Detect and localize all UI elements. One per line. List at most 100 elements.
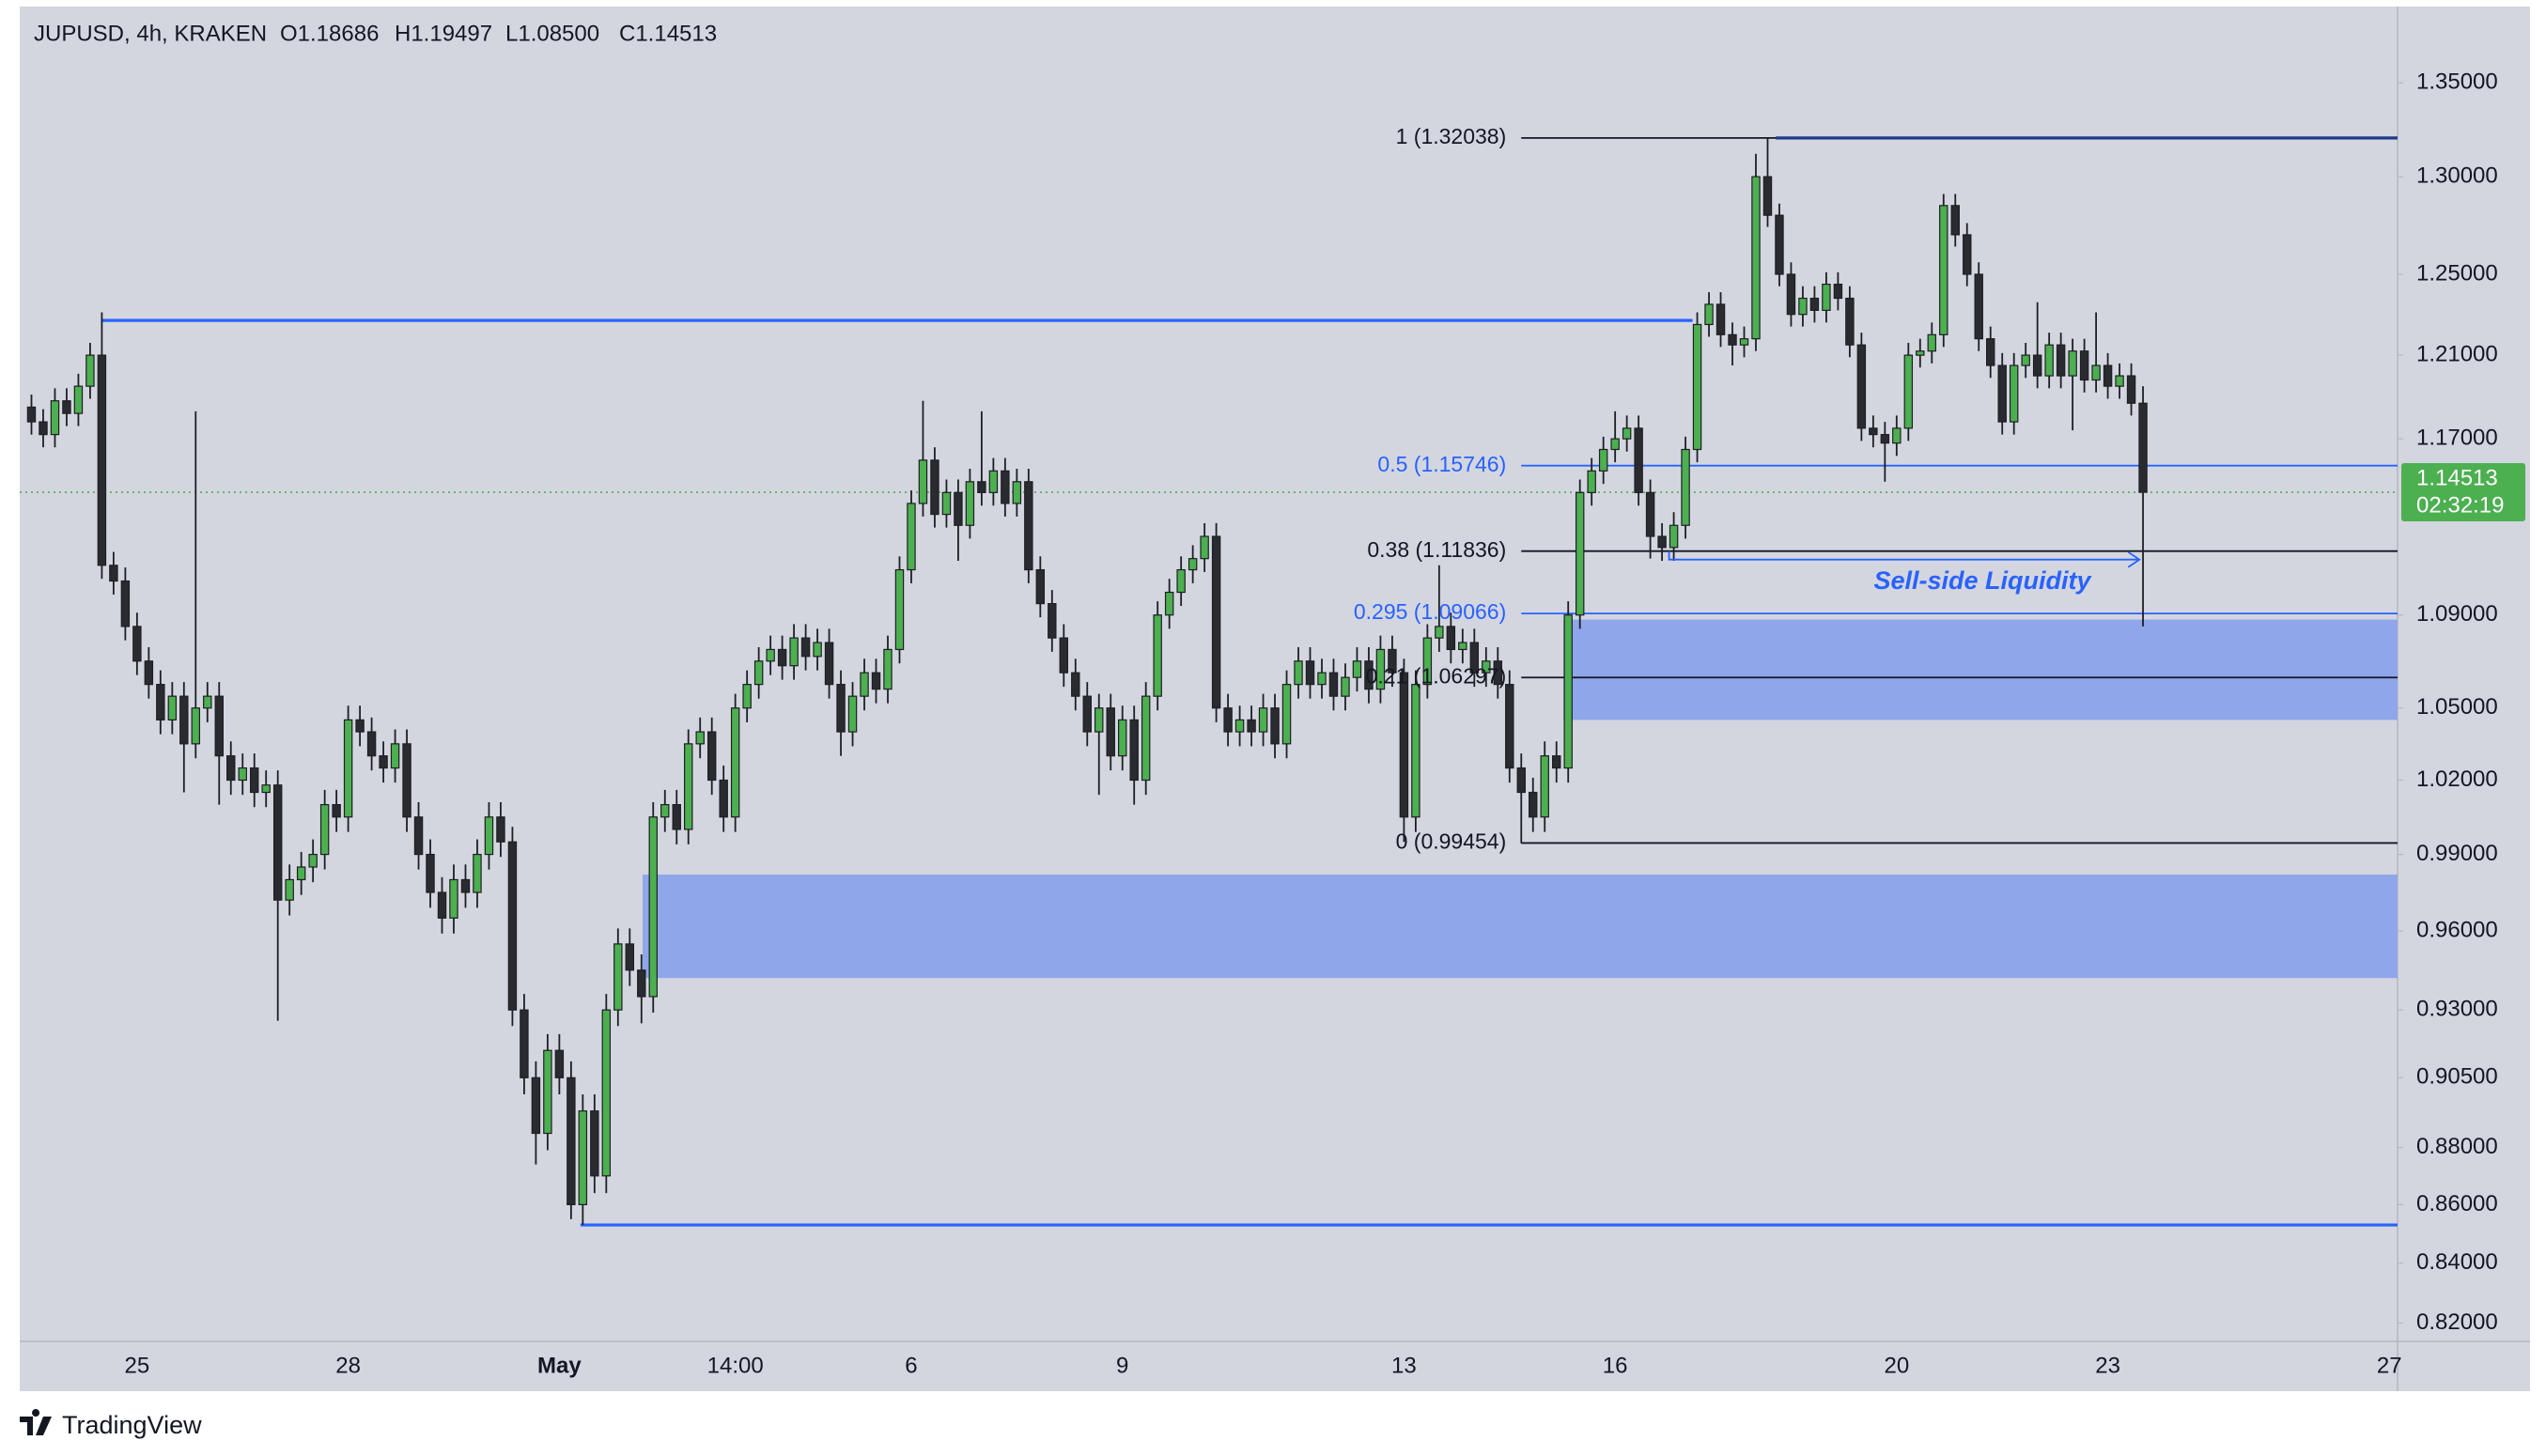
candle-body [2138, 402, 2148, 493]
candle-body [85, 354, 95, 387]
candle-body [109, 565, 118, 582]
candle-body [1071, 672, 1080, 697]
candle-body [390, 743, 400, 769]
candle-body [437, 891, 447, 919]
candle-body [379, 755, 388, 769]
candle-body [1482, 660, 1491, 674]
candle-body [1715, 303, 1726, 335]
candle-body [1950, 205, 1960, 236]
candle-body [226, 755, 236, 782]
candle-body [847, 695, 858, 733]
candle-body [977, 481, 986, 493]
candle-body [261, 784, 271, 794]
candle-body [1516, 767, 1526, 794]
candle-body [1775, 214, 1784, 275]
candle-body [1728, 333, 1737, 346]
candle-body [2068, 350, 2077, 377]
candle-body [1833, 283, 1843, 300]
ohlc-open: O1.18686 [280, 21, 379, 46]
candle-body [1328, 672, 1339, 697]
logo: TradingView [20, 1409, 202, 1439]
candle-body [1916, 350, 1925, 356]
x-tick-label: May [537, 1353, 582, 1378]
candle-body [860, 672, 869, 697]
candle-body [1129, 719, 1139, 782]
candle-body [1762, 176, 1773, 216]
candle-body [1153, 614, 1162, 697]
candle-body [1294, 660, 1303, 686]
candle-body [1247, 719, 1256, 733]
candle-body [179, 695, 189, 745]
candle-body [308, 853, 318, 868]
candle-body [836, 684, 846, 733]
candle-body [496, 816, 505, 843]
y-tick-label: 0.88000 [2416, 1134, 2498, 1159]
candle-body [1575, 491, 1585, 616]
candle-body [2091, 364, 2101, 381]
annotation: Sell-side Liquidity [1873, 566, 2092, 595]
candle-body [413, 816, 424, 856]
candle-body [1856, 344, 1867, 429]
y-tick-label: 1.30000 [2416, 163, 2498, 188]
candle-body [1822, 283, 1831, 311]
candle-body [894, 568, 905, 651]
y-tick-label: 1.17000 [2416, 425, 2498, 450]
fib-label: 1 (1.32038) [1396, 124, 1507, 148]
brand: TradingView [62, 1411, 202, 1439]
candle-body [871, 672, 881, 690]
candle-body [1692, 323, 1702, 451]
candle-body [1552, 755, 1561, 769]
candle-body [520, 1009, 529, 1078]
candle-body [1939, 205, 1948, 335]
candle-body [1188, 558, 1198, 571]
candle-body [907, 503, 916, 571]
candle-body [1422, 637, 1433, 686]
candle-body [824, 642, 834, 686]
candle-body [2103, 364, 2113, 387]
y-tick-label: 0.99000 [2416, 841, 2498, 866]
candle-body [167, 695, 178, 720]
y-tick-label: 1.25000 [2416, 260, 2498, 286]
candle-body [238, 767, 247, 782]
candle-body [567, 1077, 576, 1206]
candle-body [941, 491, 952, 516]
candle-body [660, 804, 670, 818]
candle-body [918, 459, 928, 504]
candle-body [50, 400, 60, 436]
candle-body [1927, 333, 1937, 352]
logo-mark [20, 1409, 52, 1435]
candle-body [1200, 535, 1209, 560]
candle-body [730, 707, 740, 818]
fib-label: 0 (0.99454) [1396, 829, 1507, 854]
candle-body [39, 421, 48, 436]
candle-body [883, 648, 893, 690]
candle-body [343, 719, 353, 818]
fib-label: 0.21 (1.06297) [1366, 663, 1507, 688]
candle-body [366, 731, 377, 757]
candle-body [1598, 448, 1608, 472]
candle-body [601, 1009, 612, 1177]
candle-body [120, 580, 131, 627]
plot: 1 (1.32038) 0.5 (1.15746) 0.38 (1.11836) 0.… [20, 124, 2399, 1227]
candle-body [296, 866, 306, 881]
y-tick-label: 0.96000 [2416, 917, 2498, 942]
candle-body [507, 841, 518, 1011]
candle-body [625, 943, 635, 971]
candle-body [1258, 707, 1268, 733]
candle-body [988, 470, 999, 493]
x-tick-label: 28 [335, 1353, 361, 1378]
last-price-label: 1.14513 [2416, 465, 2498, 490]
liquidity-zone [1563, 619, 2398, 720]
liquidity-zone [643, 875, 2399, 979]
candle-body [1458, 642, 1467, 651]
candle-body [250, 767, 259, 794]
candle-body [1622, 427, 1632, 440]
candle-body [766, 648, 775, 662]
candle-body [1645, 491, 1655, 537]
candle-body [613, 943, 623, 1011]
candle-body [1375, 648, 1386, 690]
y-tick-label: 0.84000 [2416, 1249, 2498, 1275]
y-tick-label: 1.35000 [2416, 69, 2498, 94]
candle-body [672, 804, 681, 830]
